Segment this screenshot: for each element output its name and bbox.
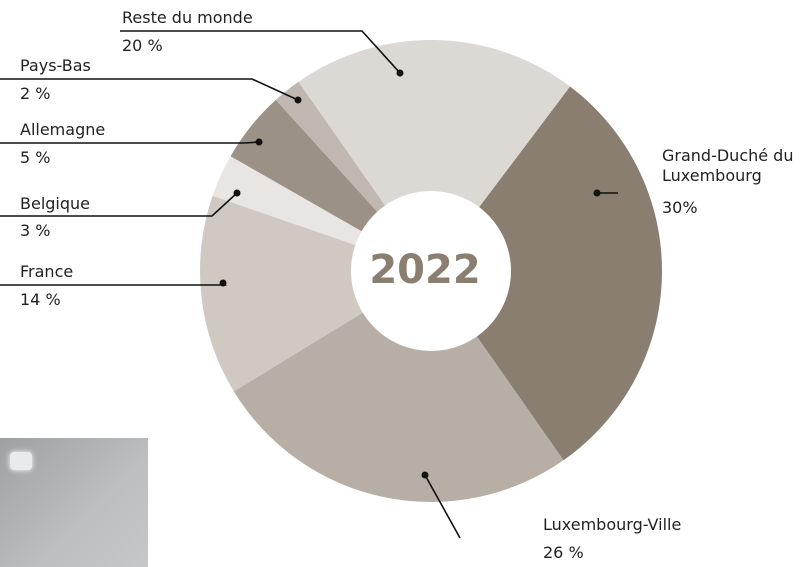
category-label: Grand-Duché du Luxembourg bbox=[662, 146, 794, 185]
lamp bbox=[10, 452, 32, 470]
leader-line bbox=[0, 192, 238, 217]
value-label: 3 % bbox=[20, 221, 51, 240]
leader-dot bbox=[421, 471, 429, 479]
value-label: 30% bbox=[662, 198, 698, 217]
value-label: 2 % bbox=[20, 84, 51, 103]
category-label: Luxembourg-Ville bbox=[543, 515, 682, 534]
leader-dot bbox=[396, 69, 404, 77]
leader-dot bbox=[233, 189, 241, 197]
leader-line bbox=[0, 282, 227, 286]
category-label: Pays-Bas bbox=[20, 56, 91, 75]
leader-line bbox=[0, 78, 299, 101]
value-label: 20 % bbox=[122, 36, 163, 55]
leader-dot bbox=[294, 96, 302, 104]
value-label: 5 % bbox=[20, 148, 51, 167]
center-label: 2022 bbox=[369, 247, 480, 293]
donut-slice bbox=[233, 312, 564, 502]
leader-line bbox=[120, 30, 401, 74]
value-label: 14 % bbox=[20, 290, 61, 309]
leader-line bbox=[424, 474, 461, 539]
donut-slice bbox=[200, 195, 363, 392]
category-label: Belgique bbox=[20, 194, 91, 213]
leader-dot bbox=[255, 138, 263, 146]
category-label: Allemagne bbox=[20, 120, 106, 139]
category-label: France bbox=[20, 262, 74, 281]
value-label: 26 % bbox=[543, 543, 584, 562]
donut-slice bbox=[476, 86, 662, 461]
donut-slice bbox=[298, 39, 571, 208]
leader-dot bbox=[593, 189, 601, 197]
donut-slice bbox=[230, 99, 378, 232]
leader-dot bbox=[219, 279, 227, 287]
donut-slice bbox=[212, 156, 362, 245]
leader-line bbox=[0, 141, 260, 144]
donut-slice bbox=[275, 81, 386, 212]
photo bbox=[0, 438, 148, 567]
category-label: Reste du monde bbox=[122, 8, 253, 27]
